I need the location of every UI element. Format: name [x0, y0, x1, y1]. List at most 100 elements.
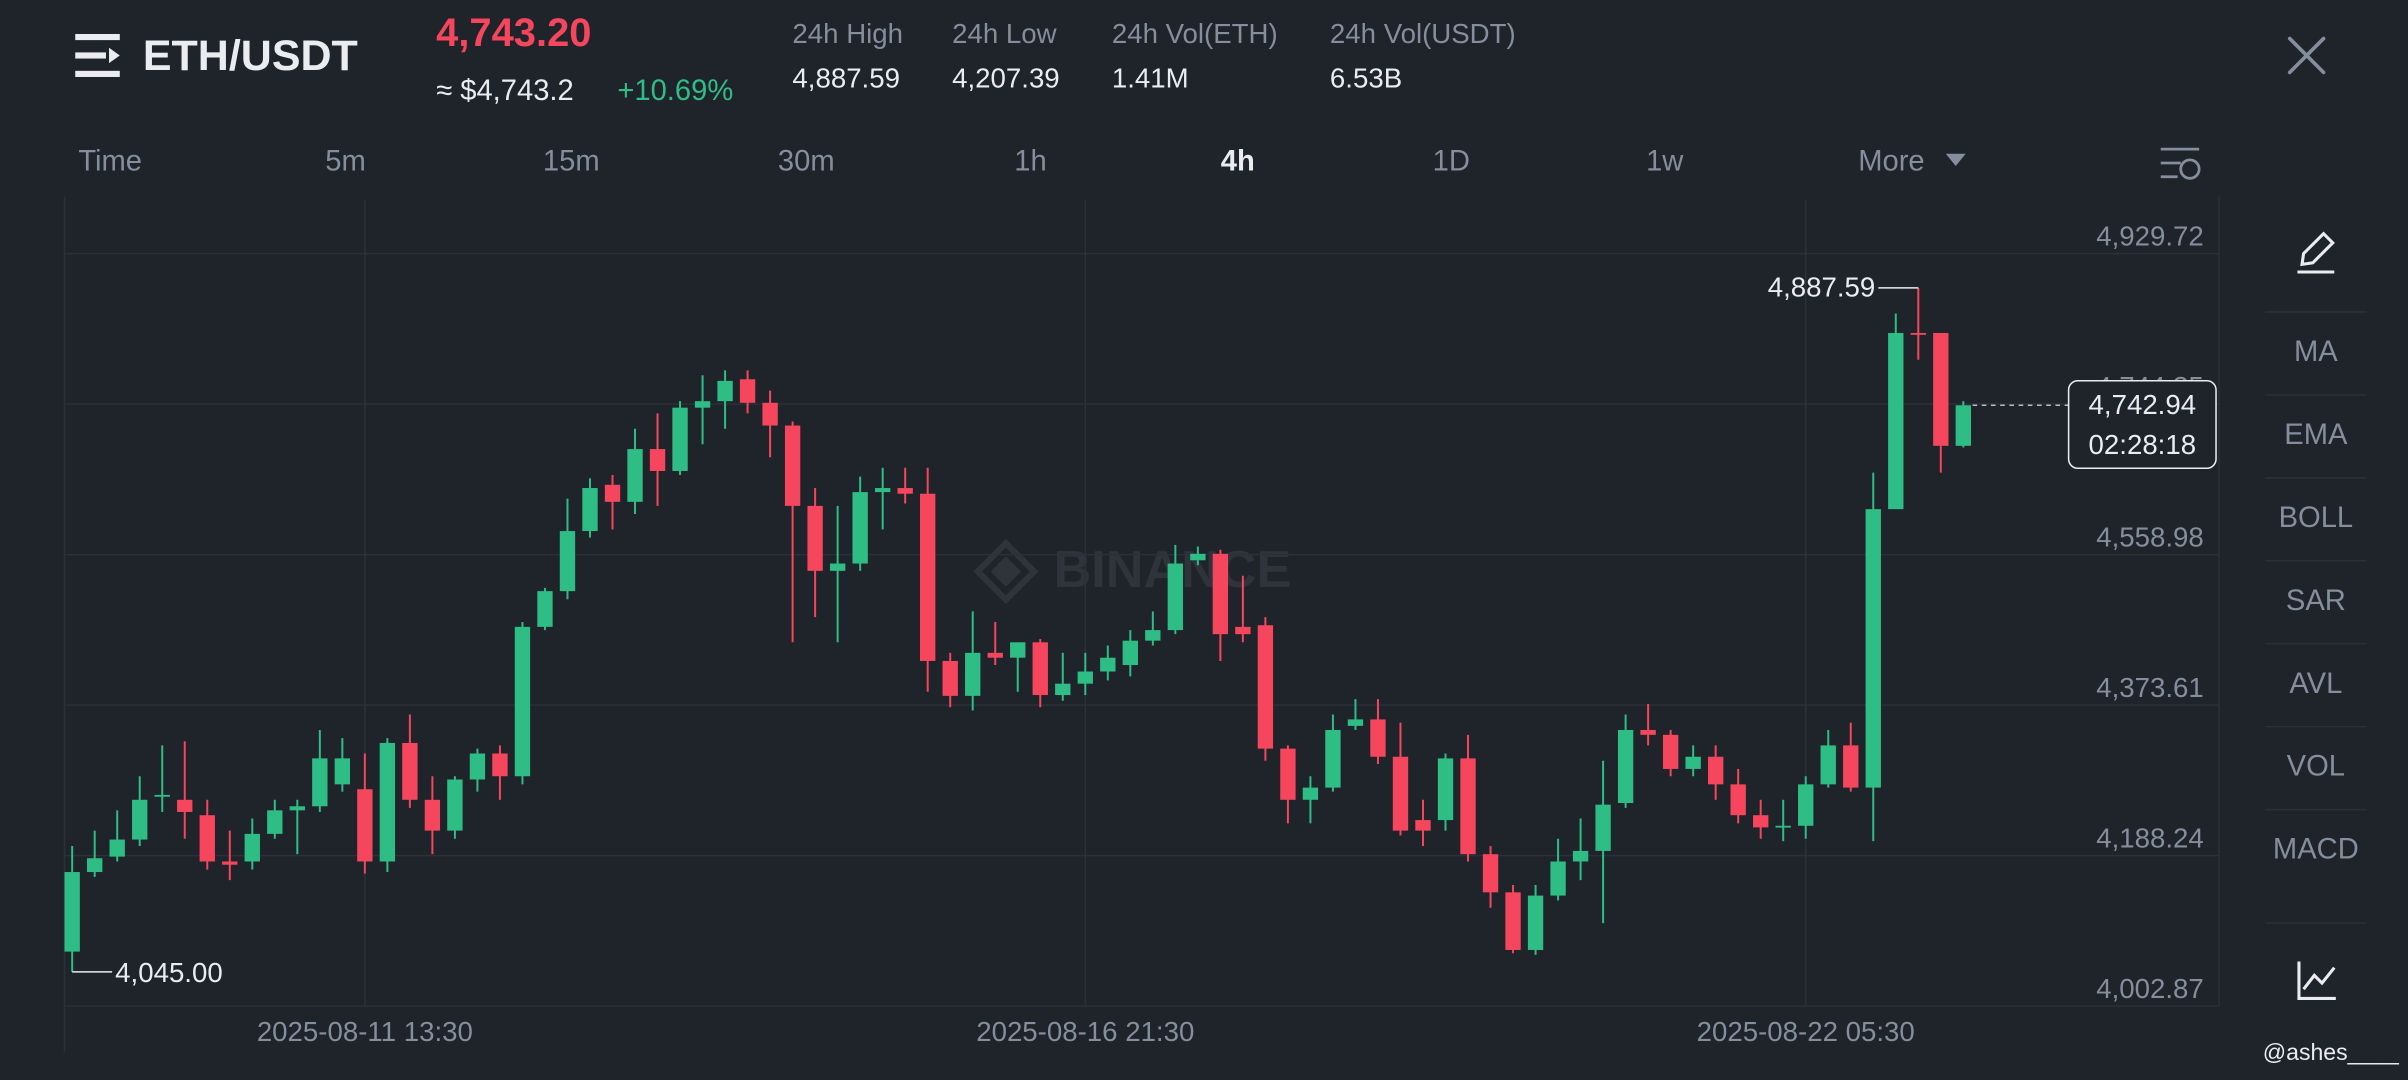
indicator-button[interactable]: MACD — [2273, 834, 2359, 866]
icon-gear — [2179, 158, 2201, 180]
interval-tab[interactable]: 15m — [543, 146, 600, 178]
candle-body — [1617, 729, 1634, 804]
y-tick-label: 4,558.98 — [2096, 522, 2204, 553]
close-button[interactable] — [2287, 36, 2326, 75]
candle-body — [1212, 553, 1229, 635]
candle-body — [582, 488, 598, 532]
candle-body — [1032, 642, 1048, 696]
candle-body — [1707, 756, 1724, 785]
candle-body — [447, 779, 463, 831]
y-tick-label: 4,929.72 — [2096, 221, 2204, 252]
candle-body — [289, 806, 305, 811]
candle-body — [312, 758, 328, 807]
candle-body — [1910, 332, 1926, 335]
stat-label: 24h Vol(ETH) — [1112, 18, 1278, 49]
candle-body — [379, 742, 396, 862]
candle-body — [1775, 825, 1791, 828]
credit: @ashes____ — [2263, 1039, 2400, 1065]
candle-body — [604, 484, 621, 502]
candle-body — [1640, 729, 1656, 735]
indicator-button[interactable]: SAR — [2286, 585, 2346, 617]
last-price-box — [2067, 379, 2217, 470]
candle-body — [1437, 758, 1454, 821]
candle-body — [1145, 630, 1161, 641]
candle-body — [897, 488, 913, 494]
interval-tab[interactable]: 1h — [1014, 146, 1046, 178]
indicator-button[interactable]: EMA — [2284, 419, 2348, 451]
candle-body — [1550, 861, 1566, 896]
candle-body — [492, 753, 508, 777]
menu-bar — [75, 70, 120, 77]
pair[interactable]: ETH/USDT — [143, 32, 358, 80]
candle-body — [672, 407, 688, 471]
candle-body — [334, 758, 351, 785]
candle-body — [1753, 815, 1769, 828]
candle-body — [1100, 657, 1116, 672]
interval-tab[interactable]: 5m — [325, 146, 366, 178]
stat-label: 24h Low — [952, 18, 1057, 49]
candle-body — [1662, 734, 1679, 769]
candle-body — [1482, 854, 1499, 893]
indicator-button[interactable]: VOL — [2287, 751, 2345, 783]
candle-body — [627, 449, 643, 502]
interval-tab[interactable]: Time — [78, 146, 142, 178]
interval-tab[interactable]: 1D — [1433, 146, 1470, 178]
interval-tab[interactable]: 4h — [1221, 146, 1255, 178]
draw-tool-icon[interactable] — [2297, 231, 2335, 274]
candle-body — [109, 839, 125, 857]
more-caret[interactable] — [1945, 153, 1966, 167]
candle-body — [402, 742, 418, 800]
candle-body — [852, 492, 868, 564]
stat-value: 6.53B — [1330, 62, 1402, 93]
candles — [64, 287, 1971, 972]
candle-body — [807, 505, 823, 571]
menu-arrow — [109, 47, 120, 64]
candle-body — [1505, 892, 1521, 950]
grid: 4,002.874,188.244,373.614,558.984,744.35… — [64, 199, 2220, 1047]
candle-body — [514, 626, 531, 777]
candle-body — [942, 660, 958, 696]
interval-tab[interactable]: More — [1858, 146, 1924, 178]
candle-body — [1955, 405, 1971, 446]
candle-body — [1572, 850, 1589, 862]
candle-body — [1460, 758, 1476, 855]
menu-bar — [75, 33, 120, 41]
x-tick-label: 2025-08-11 13:30 — [257, 1016, 473, 1047]
candle-body — [717, 380, 733, 402]
chart-type-icon[interactable] — [2297, 961, 2336, 1000]
menu-bar — [75, 52, 106, 59]
countdown: 02:28:18 — [2089, 429, 2197, 460]
candle-body — [1865, 509, 1881, 788]
candle-body — [694, 401, 711, 408]
stat-value: 1.41M — [1112, 62, 1189, 93]
indicator-button[interactable]: MA — [2294, 336, 2338, 368]
indicator-button[interactable]: BOLL — [2279, 502, 2354, 534]
menu-icon[interactable] — [75, 33, 120, 77]
min-label: 4,045.00 — [115, 957, 223, 988]
interval-tab[interactable]: 1w — [1646, 146, 1684, 178]
candle-body — [559, 531, 576, 592]
indicator-button[interactable]: AVL — [2289, 668, 2342, 700]
candle-body — [424, 799, 441, 831]
stat-value: 4,207.39 — [952, 62, 1060, 93]
stat-label: 24h Vol(USDT) — [1330, 18, 1516, 49]
candle-body — [1325, 729, 1341, 788]
candle-body — [1257, 625, 1274, 749]
watermark-logo — [990, 556, 1022, 587]
chart-settings-icon[interactable] — [2160, 147, 2201, 180]
candle-body — [1933, 332, 1949, 446]
candle-body — [537, 591, 553, 627]
candle-body — [1595, 804, 1611, 851]
candle-body — [784, 425, 801, 506]
candle-body — [1392, 756, 1409, 831]
interval-tab[interactable]: 30m — [778, 146, 835, 178]
candle-body — [1190, 553, 1206, 561]
x-tick-label: 2025-08-22 05:30 — [1697, 1016, 1915, 1047]
stat-label: 24h High — [792, 18, 903, 49]
candle-body — [1888, 332, 1904, 510]
candle-body — [649, 449, 666, 471]
candle-body — [762, 402, 778, 426]
candle-body — [1370, 719, 1386, 757]
